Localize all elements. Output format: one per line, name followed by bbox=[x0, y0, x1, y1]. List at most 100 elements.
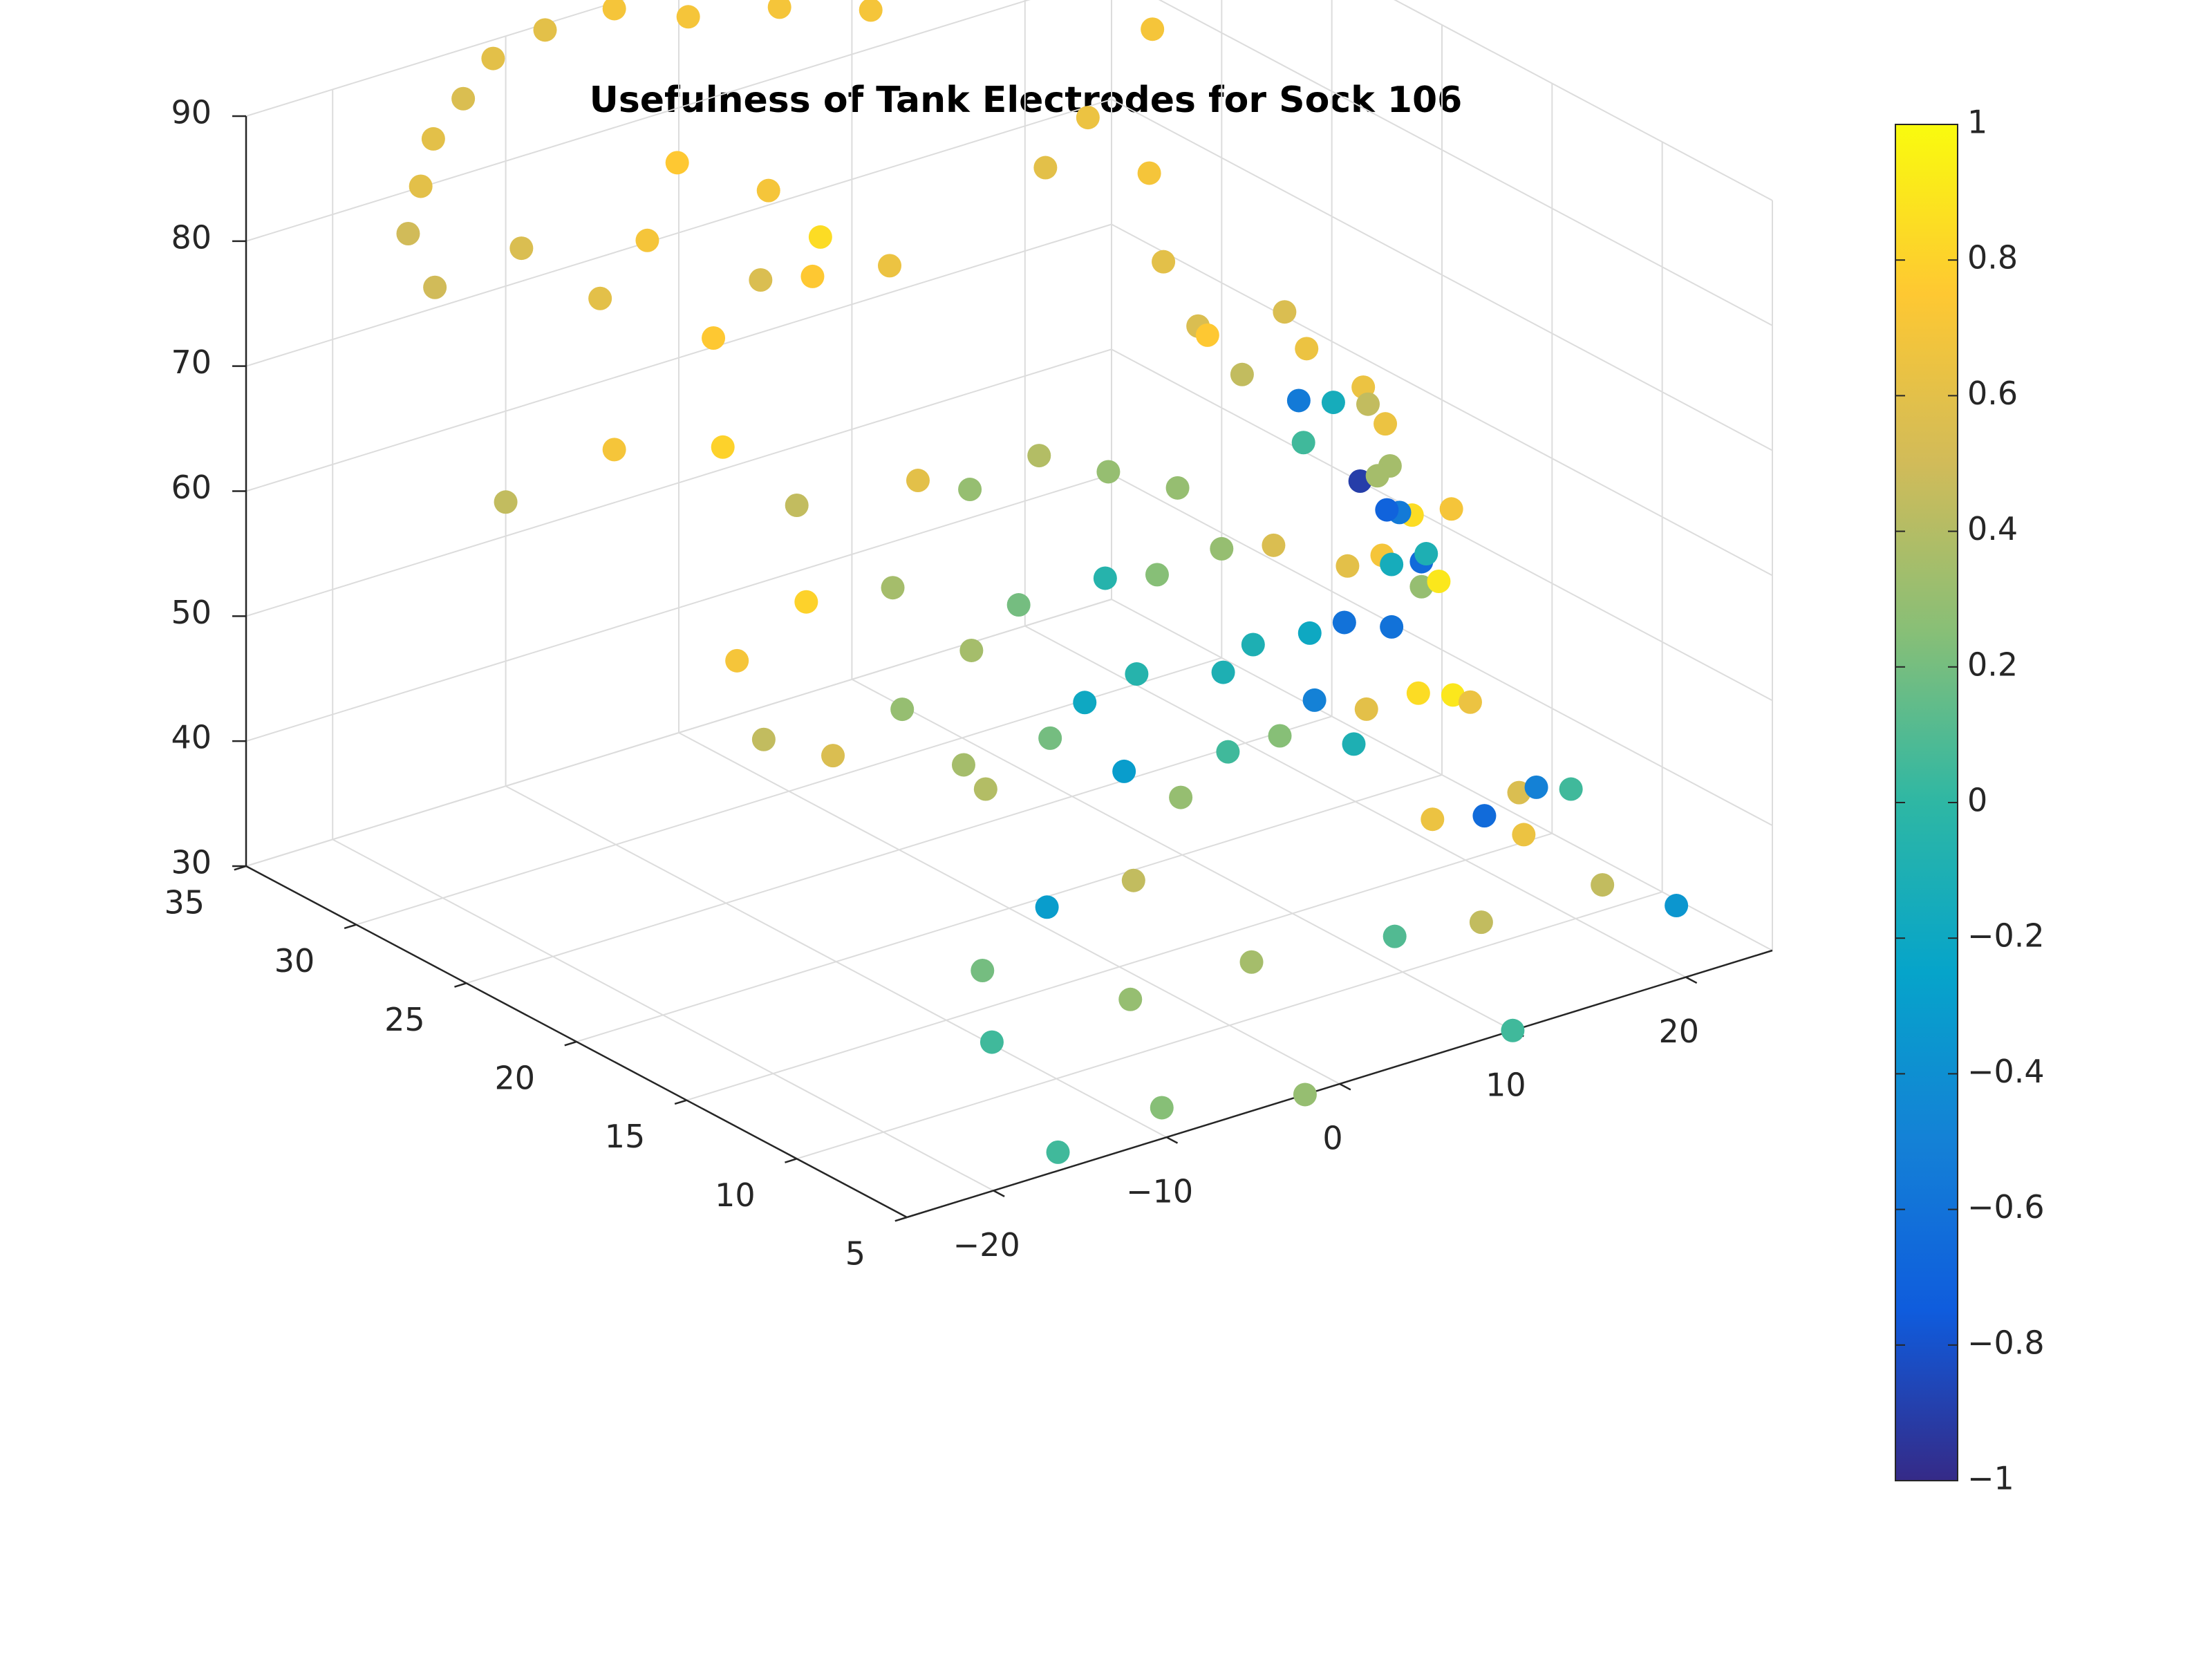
data-point bbox=[702, 326, 726, 350]
data-point bbox=[1150, 1096, 1174, 1120]
data-point bbox=[1559, 777, 1583, 801]
data-point bbox=[1382, 924, 1407, 948]
data-point bbox=[1073, 691, 1097, 715]
data-point bbox=[1141, 17, 1165, 41]
x-tick-mark bbox=[1339, 1082, 1351, 1091]
x-tick-mark bbox=[993, 1190, 1005, 1197]
grid-line bbox=[1394, 0, 1773, 201]
data-point bbox=[971, 959, 995, 983]
data-point bbox=[1512, 823, 1536, 847]
data-point bbox=[959, 638, 984, 662]
data-point bbox=[602, 0, 626, 21]
data-point bbox=[1027, 444, 1051, 468]
data-point bbox=[1038, 726, 1062, 750]
data-point bbox=[1302, 688, 1327, 712]
data-point bbox=[1195, 323, 1219, 347]
colorbar-tick-label: −0.6 bbox=[1967, 1188, 2045, 1226]
colorbar-tick-label: 0.8 bbox=[1967, 239, 2018, 276]
y-tick-mark bbox=[674, 1099, 687, 1105]
data-point bbox=[821, 744, 845, 768]
data-point bbox=[602, 438, 626, 462]
x-tick-label: 10 bbox=[1485, 1066, 1526, 1103]
data-point bbox=[1335, 554, 1360, 578]
data-point bbox=[1406, 681, 1430, 705]
grid-line bbox=[1111, 98, 1773, 451]
data-point bbox=[1591, 873, 1615, 897]
data-point bbox=[1137, 161, 1161, 185]
data-point bbox=[1354, 697, 1378, 721]
data-point bbox=[711, 435, 735, 459]
data-point bbox=[1230, 362, 1254, 386]
colorbar-tick-label: −0.4 bbox=[1967, 1053, 2045, 1090]
axis-lines bbox=[245, 116, 1773, 1219]
z-tick-label: 70 bbox=[171, 344, 212, 381]
data-point bbox=[1268, 724, 1292, 748]
data-point bbox=[1216, 740, 1240, 764]
y-tick-mark bbox=[564, 1040, 577, 1047]
z-tick-label: 30 bbox=[171, 844, 212, 881]
data-point bbox=[509, 236, 534, 261]
data-point bbox=[676, 5, 700, 29]
data-point bbox=[1076, 106, 1100, 130]
data-point bbox=[859, 0, 883, 22]
data-point bbox=[1093, 566, 1117, 590]
grid-line bbox=[245, 474, 1112, 742]
colorbar: −1 −0.8 −0.6 −0.4 −0.2 0 0.2 0.4 0.6 0.8 1 bbox=[1895, 104, 2045, 1497]
y-tick-label: 10 bbox=[715, 1177, 756, 1214]
data-point bbox=[409, 174, 433, 198]
x-tick-mark bbox=[1166, 1136, 1179, 1144]
x-tick-label: −10 bbox=[1126, 1173, 1193, 1210]
grid-line bbox=[245, 223, 1112, 492]
data-point bbox=[1035, 895, 1059, 919]
data-point bbox=[423, 275, 447, 299]
data-point bbox=[1297, 621, 1322, 645]
grid-line bbox=[245, 98, 1112, 367]
data-point bbox=[533, 18, 557, 42]
data-point bbox=[794, 590, 818, 614]
data-point bbox=[951, 753, 975, 777]
data-point bbox=[635, 228, 659, 252]
y-tick-label: 15 bbox=[605, 1118, 646, 1155]
data-point bbox=[588, 286, 612, 310]
colorbar-tick-label: 0 bbox=[1967, 782, 1987, 819]
data-point bbox=[1165, 476, 1190, 500]
data-point bbox=[1380, 552, 1404, 577]
data-point bbox=[1096, 460, 1121, 484]
chart-title: Usefulness of Tank Electrodes for Sock 1… bbox=[590, 79, 1463, 121]
data-point bbox=[725, 648, 749, 673]
x-tick-label: 0 bbox=[1322, 1120, 1342, 1157]
x-tick-label: 20 bbox=[1659, 1013, 1700, 1050]
colorbar-tick-label: 0.6 bbox=[1967, 375, 2018, 412]
data-points bbox=[396, 0, 1689, 1164]
data-point bbox=[785, 493, 809, 517]
data-point bbox=[1472, 804, 1497, 828]
data-point bbox=[756, 178, 780, 203]
data-point bbox=[1374, 412, 1398, 436]
data-point bbox=[1241, 632, 1265, 657]
data-point bbox=[1118, 987, 1143, 1011]
data-point bbox=[1414, 542, 1438, 566]
y-tick-label: 20 bbox=[494, 1060, 535, 1097]
y-tick-mark bbox=[454, 982, 467, 988]
data-point bbox=[494, 490, 518, 514]
data-point bbox=[1211, 660, 1235, 684]
x-tick-mark bbox=[1685, 976, 1698, 984]
data-point bbox=[958, 478, 982, 502]
grid-line bbox=[245, 0, 1031, 242]
colorbar-tick-label: 1 bbox=[1967, 104, 1987, 141]
z-tick-label: 80 bbox=[171, 218, 212, 256]
z-tick-label: 50 bbox=[171, 594, 212, 631]
data-point bbox=[808, 225, 832, 249]
data-point bbox=[1112, 759, 1136, 783]
data-point bbox=[421, 126, 445, 151]
data-point bbox=[800, 264, 825, 288]
y-tick-label: 25 bbox=[384, 1001, 425, 1038]
y-tick-label: 35 bbox=[164, 884, 205, 921]
data-point bbox=[451, 86, 476, 111]
data-point bbox=[1665, 894, 1689, 918]
grid-line bbox=[245, 348, 1112, 617]
data-point bbox=[481, 46, 505, 71]
data-point bbox=[1421, 807, 1445, 832]
grid-line bbox=[1111, 474, 1773, 827]
